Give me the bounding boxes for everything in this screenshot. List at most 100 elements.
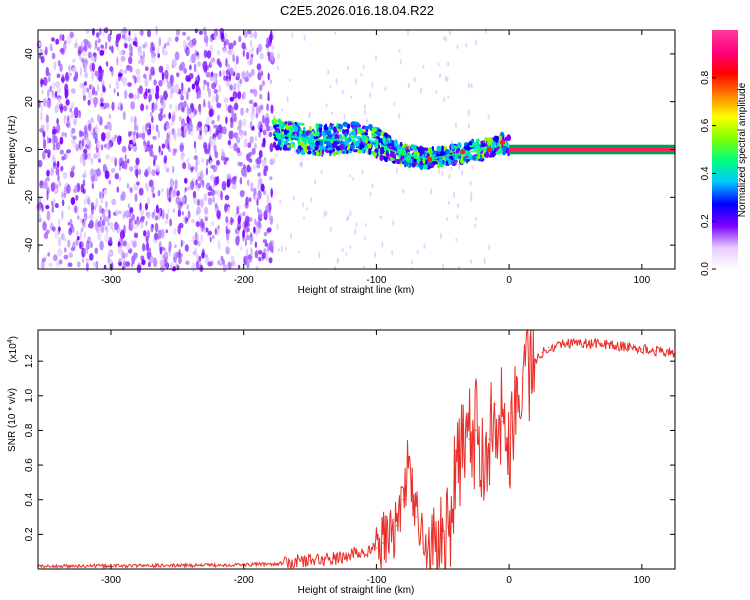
noise-speck — [56, 118, 59, 125]
colorbar-tick-label: 0.6 — [700, 118, 711, 132]
noise-speck — [168, 103, 173, 110]
snr-frame — [37, 329, 676, 570]
noise-speck — [134, 164, 139, 169]
noise-speck — [184, 187, 187, 192]
noise-speck — [84, 72, 89, 79]
noise-speck — [206, 50, 212, 59]
noise-speck — [201, 158, 204, 163]
noise-speck — [179, 201, 184, 207]
noise-speck — [249, 235, 254, 242]
ridge-speck — [351, 130, 357, 136]
noise-speck — [170, 190, 175, 199]
noise-speck — [133, 183, 136, 192]
noise-speck — [105, 102, 110, 108]
noise-speck — [104, 170, 110, 180]
faint-speck — [286, 95, 289, 103]
noise-speck — [82, 85, 86, 96]
snr-point — [505, 438, 508, 440]
noise-speck — [117, 157, 121, 166]
noise-speck — [57, 218, 61, 226]
noise-speck — [49, 43, 53, 51]
noise-speck — [207, 197, 213, 206]
ridge-speck — [420, 148, 425, 155]
noise-speck — [57, 97, 61, 104]
faint-speck — [341, 89, 344, 95]
noise-speck — [228, 42, 234, 50]
ridge-speck — [438, 158, 443, 165]
noise-speck — [94, 175, 98, 182]
noise-speck — [88, 123, 92, 132]
faint-speck — [446, 217, 449, 222]
ridge-speck — [315, 122, 319, 130]
noise-speck — [128, 139, 134, 145]
colorbar-gradient — [712, 30, 738, 269]
noise-speck — [256, 198, 259, 206]
noise-speck — [180, 153, 185, 162]
noise-speck — [249, 88, 255, 94]
ridge-speck — [396, 145, 400, 150]
ridge-speck — [431, 150, 437, 156]
noise-speck — [233, 40, 237, 46]
faint-speck — [430, 188, 433, 195]
noise-speck — [118, 261, 122, 267]
noise-speck — [69, 107, 72, 113]
noise-speck — [144, 77, 149, 87]
noise-speck — [164, 69, 169, 80]
noise-speck — [184, 244, 189, 252]
ridge-speck — [371, 128, 377, 132]
noise-speck — [180, 94, 185, 101]
faint-speck — [281, 245, 283, 253]
ridge-speck — [312, 141, 316, 148]
noise-speck — [262, 239, 267, 244]
colorbar-tick-label: 0.0 — [700, 262, 711, 276]
noise-speck — [47, 152, 51, 159]
noise-speck — [97, 38, 101, 43]
noise-speck — [167, 37, 172, 43]
noise-speck — [184, 216, 188, 225]
noise-speck — [101, 84, 105, 89]
noise-speck — [108, 250, 112, 255]
noise-speck — [140, 55, 143, 60]
noise-speck — [262, 129, 267, 136]
noise-speck — [100, 44, 104, 49]
noise-speck — [118, 33, 121, 40]
noise-speck — [146, 122, 152, 128]
noise-speck — [209, 126, 212, 135]
noise-speck — [189, 64, 192, 71]
ridge-speck — [289, 127, 294, 133]
noise-speck — [259, 93, 263, 100]
noise-speck — [247, 142, 252, 149]
noise-speck — [118, 50, 124, 56]
noise-speck — [133, 116, 137, 125]
noise-speck — [217, 133, 223, 139]
ridge-speck — [290, 143, 294, 149]
noise-speck — [181, 126, 184, 132]
noise-speck — [239, 246, 243, 251]
noise-speck — [105, 61, 109, 67]
noise-speck — [269, 241, 273, 252]
noise-speck — [257, 190, 262, 200]
ridge-speck — [374, 148, 379, 153]
noise-speck — [266, 204, 269, 212]
noise-speck — [175, 196, 181, 205]
noise-speck — [153, 79, 157, 86]
noise-speck — [223, 97, 229, 104]
faint-speck — [467, 109, 470, 117]
y-tick-label: 0.8 — [24, 423, 35, 437]
ridge-core — [272, 131, 510, 161]
noise-speck — [191, 103, 194, 113]
noise-speck — [248, 197, 252, 203]
noise-speck — [225, 57, 228, 68]
faint-speck — [447, 95, 450, 99]
colorbar-tick-label: 0.4 — [700, 166, 711, 180]
noise-speck — [232, 91, 238, 99]
ridge-speck — [316, 130, 320, 137]
ridge-speck — [277, 138, 282, 146]
noise-speck — [217, 260, 221, 265]
noise-speck — [226, 178, 231, 188]
noise-speck — [139, 209, 145, 217]
noise-speck — [168, 196, 172, 203]
noise-speck — [181, 82, 184, 92]
noise-speck — [43, 76, 48, 87]
noise-speck — [99, 240, 104, 251]
